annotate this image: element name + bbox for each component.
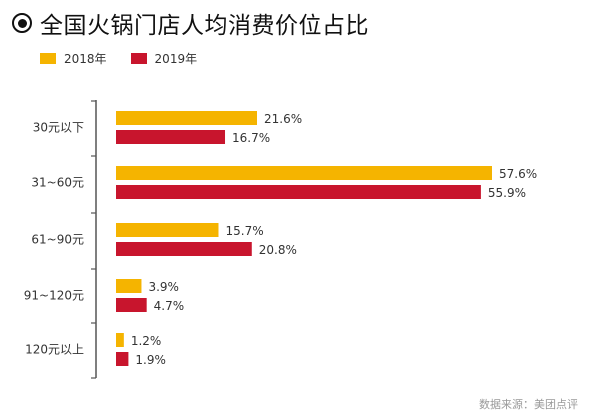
bar-2018 [116, 111, 257, 125]
bar-2019 [116, 185, 481, 199]
category-label: 120元以上 [25, 343, 84, 357]
target-icon [12, 13, 32, 33]
legend-item-2019: 2019年 [130, 50, 198, 67]
data-label: 57.6% [499, 167, 537, 181]
legend-swatch-2019 [130, 53, 147, 64]
data-label: 4.7% [154, 299, 185, 313]
bar-2019 [116, 130, 226, 144]
category-label: 91~120元 [24, 289, 84, 303]
data-label: 15.7% [225, 224, 263, 238]
category-label: 31~60元 [31, 176, 84, 190]
legend-item-2018: 2018年 [40, 50, 107, 67]
bar-2019 [116, 242, 252, 256]
data-label: 55.9% [488, 186, 526, 200]
data-label: 3.9% [148, 280, 179, 294]
legend-swatch-2018 [40, 53, 56, 64]
source-note: 数据来源：美团点评 [479, 398, 578, 411]
chart-title: 全国火锅门店人均消费价位占比 [40, 13, 369, 39]
legend: 2018年 2019年 [40, 50, 197, 67]
bar-2018 [116, 279, 142, 293]
category-label: 30元以下 [33, 121, 84, 135]
data-label: 20.8% [259, 243, 297, 257]
legend-label-2019: 2019年 [154, 52, 198, 66]
bar-2018 [116, 333, 124, 347]
bar-2019 [116, 298, 147, 312]
bar-2019 [116, 352, 129, 366]
bar-2018 [116, 166, 492, 180]
chart-title-row: 全国火锅门店人均消费价位占比 [12, 6, 369, 40]
data-label: 16.7% [232, 131, 270, 145]
legend-label-2018: 2018年 [64, 52, 107, 66]
data-label: 1.9% [135, 353, 166, 367]
data-label: 21.6% [264, 112, 302, 126]
bar-2018 [116, 223, 219, 237]
category-label: 61~90元 [31, 233, 84, 247]
data-label: 1.2% [131, 334, 162, 348]
